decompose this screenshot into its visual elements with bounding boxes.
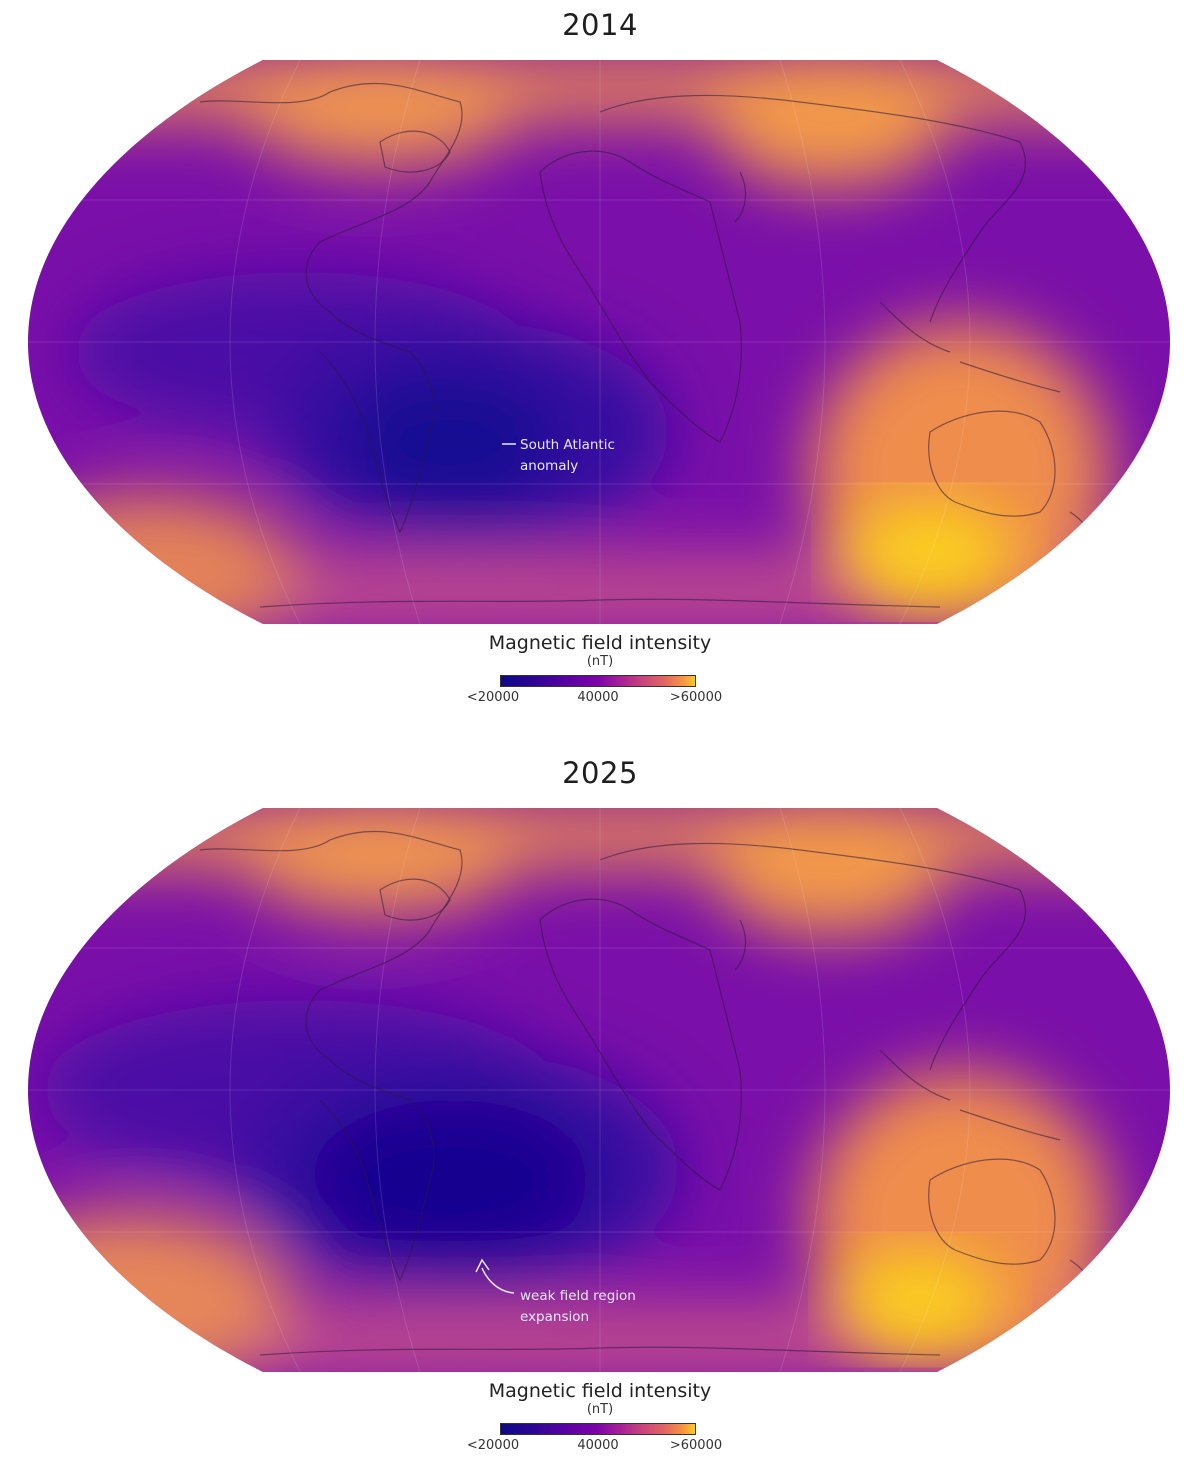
panel-title: 2025 xyxy=(562,756,638,790)
legend-unit: (nT) xyxy=(586,654,614,669)
legend-unit: (nT) xyxy=(586,1402,614,1417)
world-map-2014: South Atlantic anomaly xyxy=(28,60,1170,624)
colorbar xyxy=(500,1423,696,1435)
coastlines xyxy=(199,830,1088,1356)
colorbar-tick-mid: 40000 xyxy=(577,1438,619,1453)
colorbar-legend: Magnetic field intensity (nT) xyxy=(0,632,1200,670)
panel-title: 2014 xyxy=(562,8,638,42)
annotation-line-1: weak field region xyxy=(520,1288,636,1304)
colorbar-legend: Magnetic field intensity (nT) xyxy=(0,1380,1200,1418)
annotation-line-2: expansion xyxy=(520,1309,589,1325)
colorbar-tick-low: <20000 xyxy=(466,690,520,705)
colorbar-tick-mid: 40000 xyxy=(577,690,619,705)
legend-title: Magnetic field intensity xyxy=(488,1380,712,1402)
south-atlantic-annotation: South Atlantic anomaly xyxy=(502,437,615,474)
annotation-line-1: South Atlantic xyxy=(520,437,615,453)
colorbar-tick-low: <20000 xyxy=(466,1438,520,1453)
weak-field-annotation: weak field region expansion xyxy=(475,1258,636,1325)
map-panel-2025: 2025 xyxy=(0,748,1200,1465)
annotation-line-2: anomaly xyxy=(520,458,578,474)
map-panel-2014: 2014 xyxy=(0,0,1200,720)
colorbar xyxy=(500,675,696,687)
colorbar-tick-high: >60000 xyxy=(669,1438,723,1453)
colorbar-tick-high: >60000 xyxy=(669,690,723,705)
world-map-2025: weak field region expansion xyxy=(28,808,1170,1372)
legend-title: Magnetic field intensity xyxy=(488,632,712,654)
